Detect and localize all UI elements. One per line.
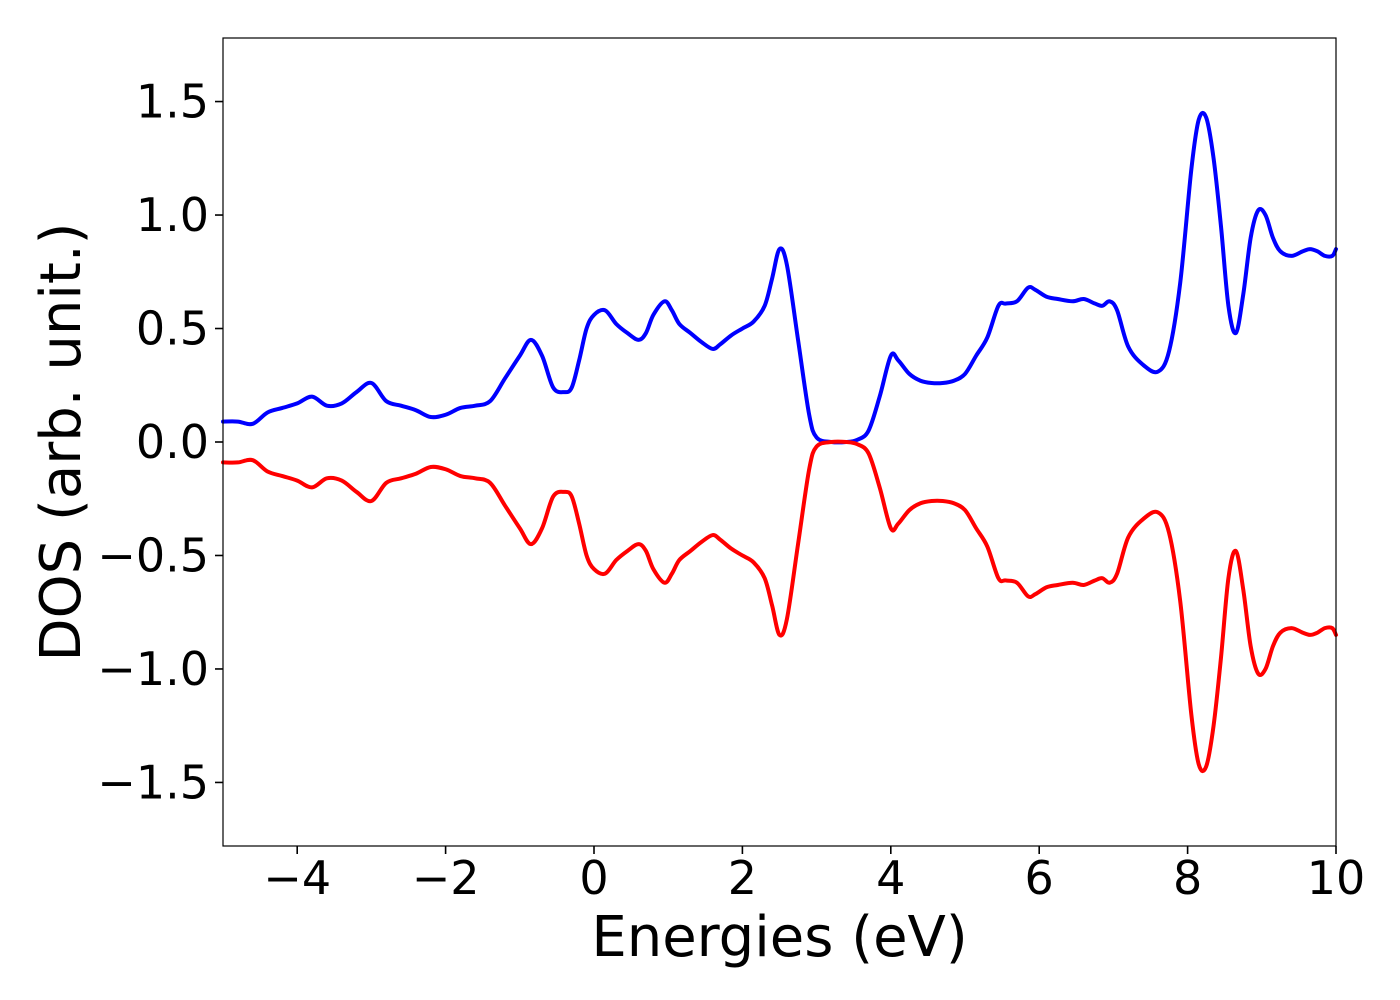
x-tick-label: −2 — [412, 851, 480, 905]
x-tick-label: 2 — [728, 851, 757, 905]
x-tick-label: 4 — [876, 851, 905, 905]
x-tick-label: 0 — [579, 851, 608, 905]
y-axis-ticks: 1.5 1.0 0.5 0.0 −0.5 −1.0 −1.5 — [97, 75, 223, 809]
x-tick-label: 6 — [1025, 851, 1054, 905]
y-tick-label: 1.0 — [136, 188, 209, 242]
y-tick-label: −1.0 — [97, 642, 209, 696]
x-tick-label: 8 — [1173, 851, 1202, 905]
y-tick-label: 1.5 — [136, 75, 209, 129]
y-tick-label: −1.5 — [97, 755, 209, 809]
series-line-negative — [221, 439, 1338, 774]
y-tick-label: 0.5 — [136, 302, 209, 356]
x-tick-label: 10 — [1307, 851, 1366, 905]
y-tick-label: −0.5 — [97, 528, 209, 582]
x-tick-label: −4 — [263, 851, 331, 905]
y-tick-label: 0.0 — [136, 415, 209, 469]
x-axis-ticks: −4 −2 0 2 4 6 8 10 — [263, 846, 1365, 905]
y-axis-label: DOS (arb. unit.) — [29, 222, 94, 661]
x-axis-label: Energies (eV) — [591, 905, 967, 970]
series-layer — [221, 110, 1338, 774]
